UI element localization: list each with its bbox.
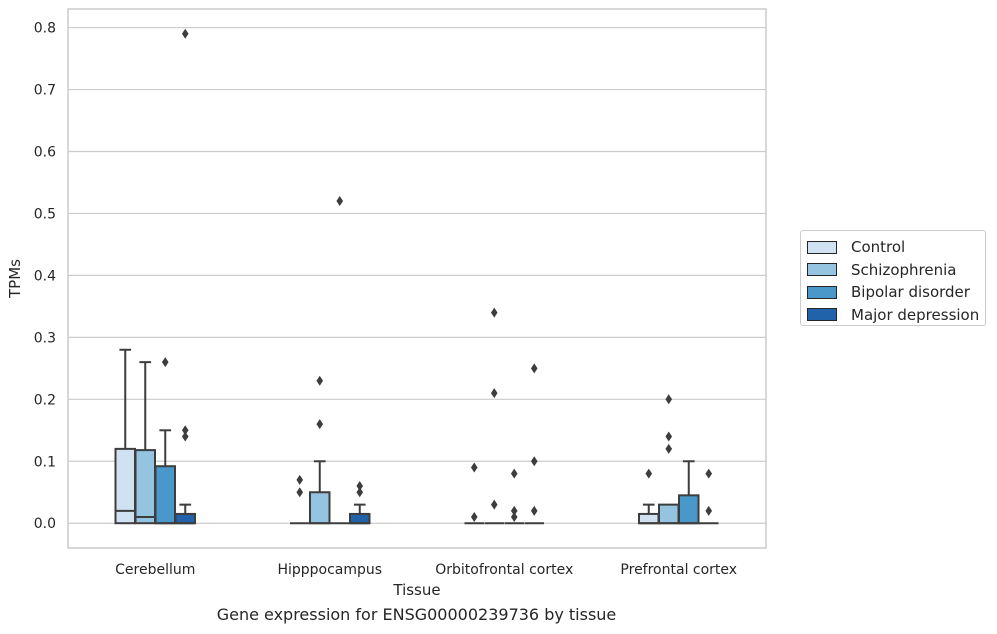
y-tick-label: 0.3: [34, 330, 56, 346]
outlier-point: [181, 28, 189, 39]
y-axis-label: TPMs: [6, 259, 24, 299]
outlier-point: [316, 375, 324, 386]
outlier-point: [530, 505, 538, 516]
outlier-point: [665, 394, 673, 405]
legend-swatch-schizophrenia: [807, 263, 837, 277]
outlier-point: [161, 357, 169, 368]
outlier-point: [665, 431, 673, 442]
outlier-point: [181, 425, 189, 436]
legend-swatch-major-depression: [807, 308, 837, 322]
box: [678, 494, 700, 525]
outlier-point: [510, 468, 518, 479]
x-tick-label: Hipppocampus: [277, 562, 382, 578]
y-tick-label: 0.4: [34, 268, 56, 284]
outlier-point: [530, 363, 538, 374]
outlier-point: [296, 474, 304, 485]
outlier-point: [470, 512, 478, 523]
outlier-point: [356, 487, 364, 498]
y-tick-label: 0.5: [34, 206, 56, 222]
outlier-point: [490, 307, 498, 318]
y-tick-label: 0.6: [34, 144, 56, 160]
legend-label-bipolar-disorder: Bipolar disorder: [851, 283, 970, 302]
y-tick-label: 0.1: [34, 454, 56, 470]
outlier-point: [316, 419, 324, 430]
box: [349, 512, 371, 525]
outlier-point: [356, 481, 364, 492]
box: [658, 503, 680, 525]
outlier-point: [296, 487, 304, 498]
legend-label-control: Control: [851, 238, 906, 257]
outlier-point: [645, 468, 653, 479]
box: [114, 447, 136, 525]
outlier-point: [705, 505, 713, 516]
figure-caption: Gene expression for ENSG00000239736 by t…: [216, 605, 617, 624]
outlier-point: [530, 456, 538, 467]
legend-item-control: Control: [807, 236, 985, 259]
legend-item-bipolar-disorder: Bipolar disorder: [807, 281, 985, 304]
outlier-point: [490, 388, 498, 399]
box: [134, 449, 156, 525]
outlier-point: [336, 196, 344, 207]
legend-item-major-depression: Major depression: [807, 304, 985, 327]
legend-item-schizophrenia: Schizophrenia: [807, 259, 985, 282]
box: [154, 465, 176, 525]
outlier-point: [705, 468, 713, 479]
plot-frame: [67, 8, 767, 549]
outlier-point: [181, 431, 189, 442]
outlier-point: [665, 443, 673, 454]
outlier-point: [510, 512, 518, 523]
outlier-point: [470, 462, 478, 473]
legend-label-major-depression: Major depression: [851, 305, 980, 324]
legend: Control Schizophrenia Bipolar disorder M…: [800, 230, 986, 326]
legend-label-schizophrenia: Schizophrenia: [851, 260, 957, 279]
x-tick-label: Orbitofrontal cortex: [435, 562, 573, 578]
x-axis-label: Tissue: [392, 581, 440, 599]
legend-swatch-bipolar-disorder: [807, 285, 837, 299]
y-tick-label: 0.7: [34, 83, 56, 99]
y-tick-label: 0.0: [34, 516, 56, 532]
box: [309, 491, 331, 525]
outlier-point: [490, 499, 498, 510]
x-tick-label: Cerebellum: [115, 562, 195, 578]
box: [174, 512, 196, 525]
legend-swatch-control: [807, 240, 837, 254]
outlier-point: [510, 505, 518, 516]
box: [638, 512, 660, 525]
x-tick-label: Prefrontal cortex: [620, 562, 737, 578]
y-tick-label: 0.2: [34, 392, 56, 408]
y-tick-label: 0.8: [34, 21, 56, 37]
